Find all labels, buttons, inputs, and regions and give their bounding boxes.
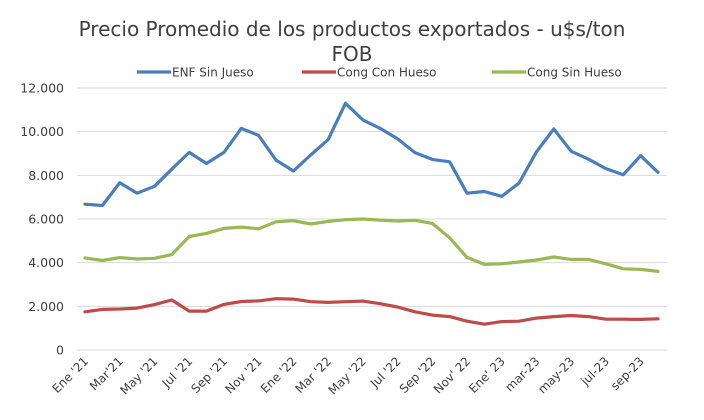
- legend-item: ENF Sin Jueso: [137, 66, 254, 80]
- y-tick-label: 6.000: [28, 212, 64, 227]
- x-tick-label: Ene '22: [258, 354, 300, 396]
- x-tick-label: Nov' 22: [431, 354, 473, 396]
- x-tick-label: may-23: [535, 354, 577, 396]
- series-line-cong-sin-hueso: [83, 217, 660, 273]
- series-line-enf-sin-jueso: [83, 101, 660, 208]
- x-tick-label: Sep '21: [188, 354, 230, 396]
- y-tick-label: 10.000: [20, 124, 64, 139]
- chart-title-line-1: Precio Promedio de los productos exporta…: [79, 17, 626, 41]
- legend-item: Cong Con Hueso: [302, 66, 437, 80]
- x-tick-label: jul-23: [577, 354, 612, 389]
- y-tick-label: 0: [56, 343, 64, 358]
- chart-title-line-2: FOB: [332, 42, 373, 66]
- series-lines: [83, 101, 660, 326]
- legend-label: Cong Sin Hueso: [527, 66, 622, 80]
- y-tick-label: 12.000: [20, 81, 64, 96]
- x-tick-label: May '22: [326, 354, 369, 397]
- x-tick-label: Sep '22: [397, 354, 439, 396]
- legend: ENF Sin Jueso Cong Con Hueso Cong Sin Hues…: [137, 66, 622, 80]
- legend-label: ENF Sin Jueso: [172, 66, 254, 80]
- legend-item: Cong Sin Hueso: [492, 66, 622, 80]
- y-tick-label: 4.000: [28, 255, 64, 270]
- x-tick-label: May '21: [117, 354, 160, 397]
- y-tick-label: 8.000: [28, 168, 64, 183]
- gridlines: [77, 87, 667, 351]
- y-axis-ticks: 0 2.000 4.000 6.000 8.000 10.000 12.000: [20, 81, 64, 358]
- series-line-cong-con-hueso: [83, 297, 660, 326]
- x-tick-label: Nov '21: [222, 354, 264, 396]
- y-tick-label: 2.000: [28, 299, 64, 314]
- x-tick-label: sep-23: [608, 354, 647, 393]
- x-tick-label: Ene' 23: [466, 354, 508, 396]
- x-tick-label: Ene '21: [49, 354, 91, 396]
- legend-label: Cong Con Hueso: [337, 66, 437, 80]
